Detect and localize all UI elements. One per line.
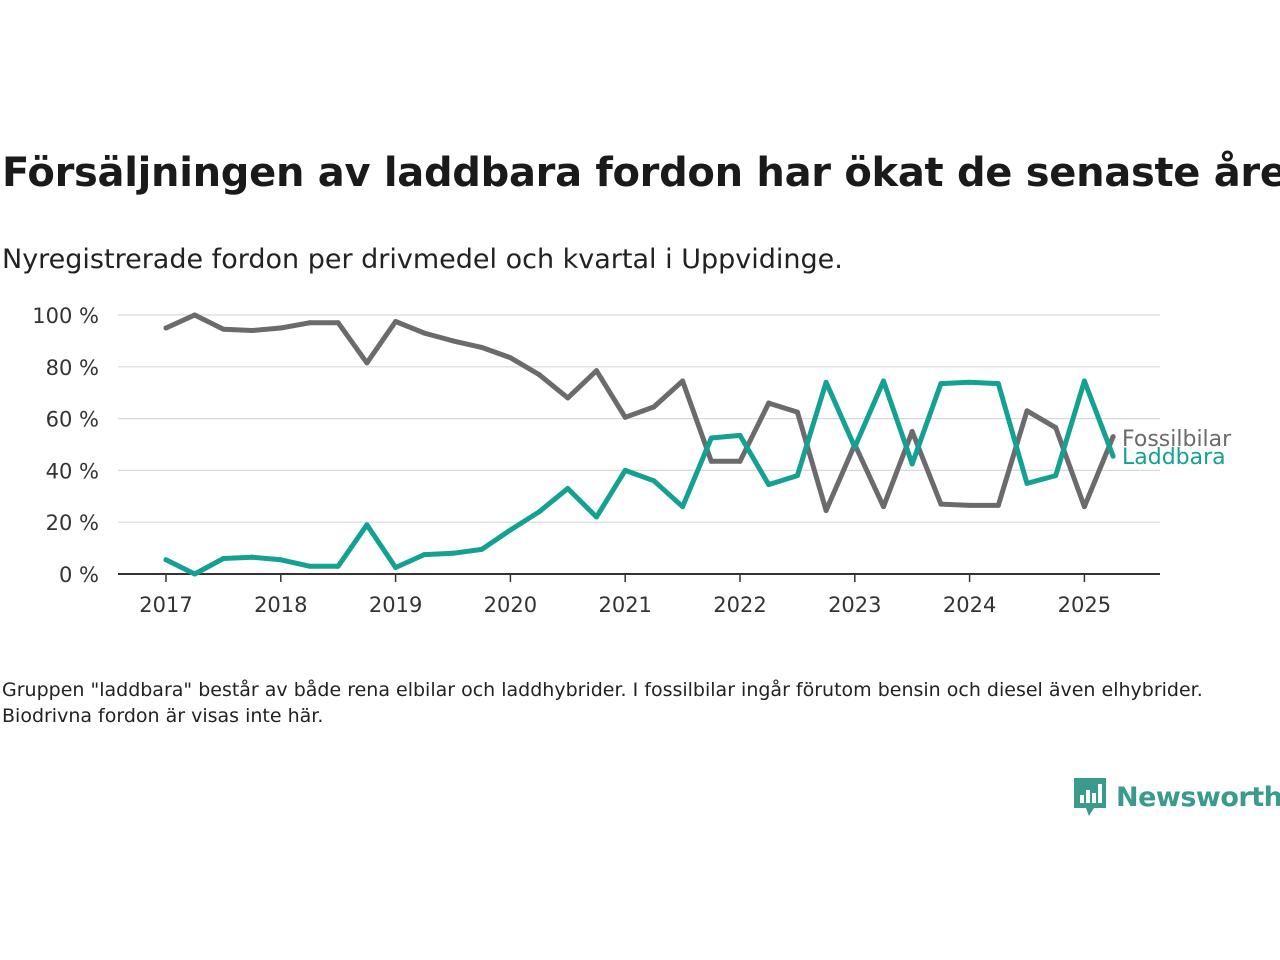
data-point [823,379,829,385]
data-point [766,400,772,406]
data-point [220,326,226,332]
data-point [278,557,284,563]
brand-name: Newsworthy [1116,781,1280,813]
data-point [364,360,370,366]
data-point [1081,378,1087,384]
data-point [249,328,255,334]
data-point [1110,434,1116,440]
data-point [307,563,312,569]
data-point [1024,480,1030,486]
data-point [909,461,915,467]
data-point [192,312,198,318]
data-point [1024,408,1030,414]
data-point [651,478,657,484]
gridlines [118,314,1160,523]
line-chart: 0 % 20 % 40 % 60 % 80 % 100 % 2017 2018 2019 202… [32,304,1232,617]
series-lines [163,312,1116,577]
data-point [651,404,657,410]
data-point [450,550,456,556]
data-point [1110,453,1116,459]
data-point [794,473,800,479]
x-tick-label: 2025 [1058,593,1111,617]
data-point [163,557,169,563]
data-point [737,432,743,438]
data-point [249,554,255,560]
data-point [967,502,973,508]
data-point [163,325,169,331]
x-tick-label: 2017 [139,593,192,617]
data-point [909,429,915,435]
data-point [450,338,456,344]
data-point [421,552,427,558]
x-tick-label: 2023 [828,593,881,617]
data-point [622,467,628,473]
series-line-laddbara [163,378,1116,577]
y-tick-label: 80 % [46,356,99,380]
x-axis-ticks: 2017 2018 2019 2020 2021 2022 2023 2024 2025 [139,574,1111,617]
data-point [507,527,513,533]
data-point [708,458,714,464]
data-point [220,555,226,561]
data-point [278,325,284,331]
data-point [479,344,485,350]
data-point [622,414,628,420]
y-tick-label: 100 % [32,304,99,328]
data-point [881,504,886,510]
data-point [565,486,571,492]
chart-title: Försäljningen av laddbara fordon har öka… [2,150,1280,196]
data-point [594,514,599,520]
y-tick-label: 20 % [46,511,99,535]
data-point [995,381,1001,387]
data-point [680,378,686,384]
x-tick-label: 2022 [713,593,766,617]
newsworthy-logo-icon [1074,778,1106,816]
footnote: Gruppen "laddbara" består av både rena e… [2,679,1203,727]
data-point [565,395,571,401]
data-point [766,482,772,488]
data-point [1053,425,1059,431]
chart-subtitle: Nyregistrerade fordon per drivmedel och … [2,244,843,275]
x-tick-label: 2021 [598,593,651,617]
y-tick-label: 40 % [46,459,99,483]
newsworthy-brand[interactable]: Newsworthy [1072,776,1280,818]
data-point [479,546,485,552]
data-point [938,381,944,387]
data-point [995,502,1001,508]
data-point [307,320,312,326]
data-point [364,522,370,528]
data-point [737,458,743,464]
data-point [421,330,427,336]
data-point [823,508,829,514]
data-point [794,409,800,415]
data-point [507,355,513,361]
data-point [393,565,399,571]
data-point [335,320,341,326]
series-line-fossilbilar [163,312,1116,513]
data-point [708,435,714,441]
data-point [1053,473,1059,479]
data-point [852,444,858,450]
x-tick-label: 2018 [254,593,307,617]
series-label-fossilbilar: Fossilbilar [1122,427,1232,452]
x-tick-label: 2020 [484,593,537,617]
data-point [680,504,686,510]
data-point [881,378,886,384]
data-point [536,509,542,515]
data-point [938,501,944,507]
x-tick-label: 2019 [369,593,422,617]
data-point [1081,504,1087,510]
data-point [393,318,399,324]
data-point [335,563,341,569]
data-point [192,571,198,577]
x-tick-label: 2024 [943,593,996,617]
data-point [967,379,973,385]
y-tick-label: 0 % [59,563,99,587]
data-point [536,372,542,378]
data-point [594,368,599,374]
y-axis-ticks: 0 % 20 % 40 % 60 % 80 % 100 % [32,304,99,587]
series-label-laddbara: Laddbara [1122,445,1226,470]
y-tick-label: 60 % [46,408,99,432]
